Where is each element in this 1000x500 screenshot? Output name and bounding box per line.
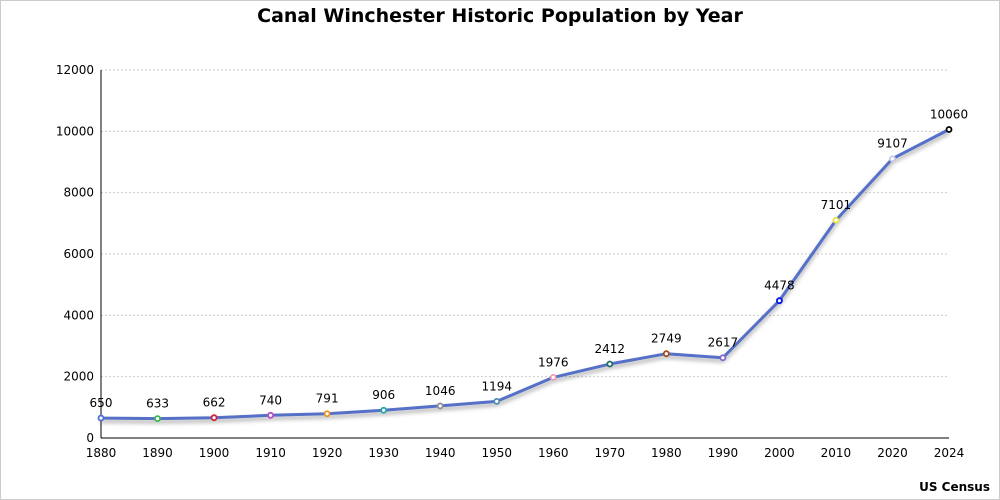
x-tick-label: 1950: [481, 446, 512, 460]
x-tick-label: 1940: [425, 446, 456, 460]
series-line: [100, 128, 950, 421]
chart-title: Canal Winchester Historic Population by …: [257, 5, 743, 27]
data-label: 2749: [651, 332, 682, 346]
source-label: US Census: [919, 480, 990, 494]
y-tick-label: 10000: [56, 124, 94, 138]
y-tick-label: 2000: [63, 370, 94, 384]
y-tick-label: 0: [86, 431, 94, 445]
data-point: [606, 360, 614, 368]
y-tick-label: 4000: [63, 308, 94, 322]
data-point: [267, 411, 275, 419]
data-point: [549, 374, 557, 381]
y-tick-label: 6000: [63, 247, 94, 261]
data-point: [832, 216, 840, 224]
data-label: 650: [90, 396, 113, 410]
data-label: 7101: [821, 198, 852, 212]
x-tick-label: 2000: [764, 446, 795, 460]
data-point: [436, 402, 444, 410]
x-tick-label: 2010: [821, 446, 852, 460]
data-label: 2617: [708, 336, 739, 350]
x-tick-label: 1980: [651, 446, 682, 460]
data-point: [945, 126, 953, 133]
x-tick-label: 1900: [199, 446, 230, 460]
x-tick-label: 1890: [142, 446, 173, 460]
y-tick-label: 8000: [63, 186, 94, 200]
x-tick-label: 2024: [934, 446, 965, 460]
x-tick-label: 1960: [538, 446, 569, 460]
data-point: [662, 350, 670, 358]
x-tick-label: 1990: [708, 446, 739, 460]
x-tick-label: 1970: [595, 446, 626, 460]
x-tick-label: 1920: [312, 446, 343, 460]
data-label: 1046: [425, 384, 456, 398]
x-tick-label: 2020: [877, 446, 908, 460]
data-label: 1976: [538, 355, 569, 369]
x-tick-label: 1910: [255, 446, 286, 460]
data-label: 4478: [764, 279, 795, 293]
data-label: 2412: [595, 342, 626, 356]
data-label: 9107: [877, 137, 908, 151]
data-point: [776, 297, 783, 305]
data-label: 791: [316, 392, 339, 406]
data-label: 10060: [930, 107, 968, 121]
x-tick-label: 1930: [368, 446, 399, 460]
y-tick-label: 12000: [56, 63, 94, 77]
data-point: [380, 406, 388, 414]
data-label: 633: [146, 397, 169, 411]
data-point: [719, 354, 727, 362]
data-point: [323, 410, 331, 418]
data-label: 740: [259, 393, 282, 407]
data-point: [97, 414, 105, 422]
data-point: [154, 415, 161, 422]
data-point: [210, 414, 218, 422]
data-point: [493, 397, 501, 405]
data-label: 1194: [481, 379, 512, 393]
data-label: 662: [203, 396, 226, 410]
data-label: 906: [372, 388, 395, 402]
x-tick-label: 1880: [86, 446, 117, 460]
data-point: [889, 155, 896, 163]
